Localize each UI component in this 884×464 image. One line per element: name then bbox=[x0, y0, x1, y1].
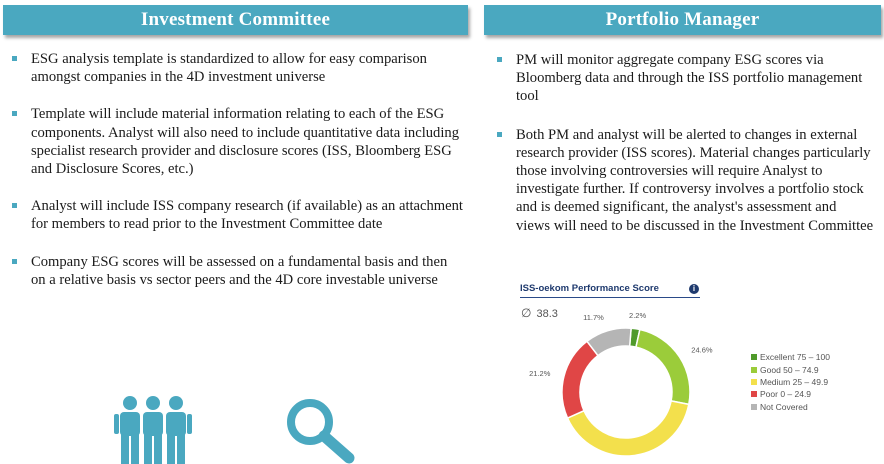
slice-label-3: 21.2% bbox=[529, 369, 551, 378]
legend-item-2: Medium 25 – 49.9 bbox=[751, 376, 830, 388]
average-value: 38.3 bbox=[536, 308, 558, 320]
bullet-item: Company ESG scores will be assessed on a… bbox=[9, 253, 464, 289]
bullet-item: PM will monitor aggregate company ESG sc… bbox=[494, 51, 874, 106]
legend-label: Medium 25 – 49.9 bbox=[760, 376, 829, 387]
people-group-icon bbox=[114, 396, 192, 464]
slice-3 bbox=[561, 340, 599, 419]
chart-title: ISS-oekom Performance Score bbox=[520, 283, 659, 294]
investment-committee-bullets: ESG analysis template is standardized to… bbox=[9, 50, 464, 289]
legend-swatch bbox=[751, 391, 757, 398]
legend-label: Excellent 75 – 100 bbox=[760, 352, 830, 363]
donut-chart: 2.2%24.6%40.2%21.2%11.7% bbox=[529, 311, 713, 457]
slice-4 bbox=[585, 327, 632, 357]
portfolio-manager-bullets: PM will monitor aggregate company ESG sc… bbox=[494, 51, 874, 235]
legend-swatch bbox=[751, 366, 757, 373]
chart-legend: Excellent 75 – 100 Good 50 – 74.9 Medium 2… bbox=[751, 351, 830, 413]
slice-label-1: 24.6% bbox=[691, 345, 713, 354]
slice-2 bbox=[566, 400, 690, 457]
bullet-item: Template will include material informati… bbox=[9, 105, 464, 178]
magnifier-icon bbox=[287, 399, 355, 464]
slice-label-0: 2.2% bbox=[629, 311, 646, 320]
legend-label: Poor 0 – 24.9 bbox=[760, 389, 812, 400]
bullet-item: Analyst will include ISS company researc… bbox=[9, 197, 464, 233]
investment-committee-header: Investment Committee bbox=[3, 5, 468, 35]
chart-title-rule bbox=[520, 297, 700, 298]
bullet-item: Both PM and analyst will be alerted to c… bbox=[494, 126, 874, 235]
portfolio-manager-header: Portfolio Manager bbox=[484, 5, 881, 35]
bullet-item: ESG analysis template is standardized to… bbox=[9, 50, 464, 86]
legend-swatch bbox=[751, 378, 757, 385]
legend-label: Good 50 – 74.9 bbox=[760, 364, 819, 375]
legend-item-3: Poor 0 – 24.9 bbox=[751, 388, 830, 400]
slice-1 bbox=[635, 328, 691, 406]
average-symbol: ∅ bbox=[521, 306, 532, 320]
legend-item-1: Good 50 – 74.9 bbox=[751, 363, 830, 375]
info-icon[interactable]: i bbox=[689, 284, 699, 294]
legend-swatch bbox=[751, 403, 757, 410]
legend-item-4: Not Covered bbox=[751, 401, 830, 413]
legend-label: Not Covered bbox=[760, 401, 808, 412]
legend-swatch bbox=[751, 354, 757, 361]
average-score: ∅ 38.3 bbox=[521, 306, 558, 320]
slice-label-4: 11.7% bbox=[583, 313, 604, 322]
legend-item-0: Excellent 75 – 100 bbox=[751, 351, 830, 363]
